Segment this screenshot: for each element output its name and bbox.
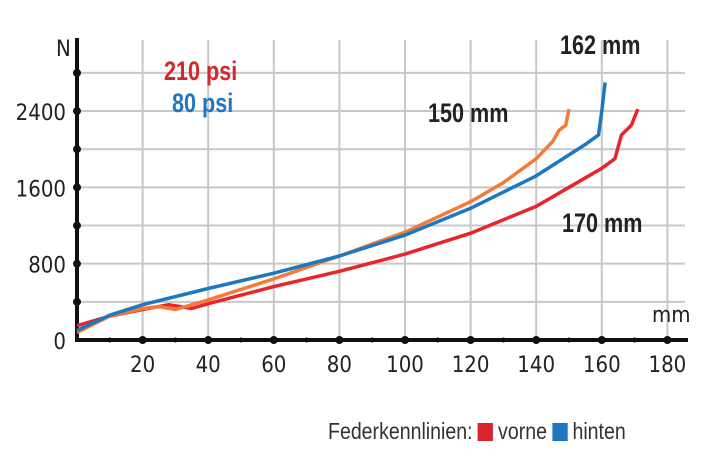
annotation-150mm: 150 mm xyxy=(428,98,509,128)
legend-swatch-hinten xyxy=(552,422,568,441)
legend-label-vorne: vorne xyxy=(498,418,547,444)
annotation-80psi: 80 psi xyxy=(172,88,234,118)
y-axis-label: N xyxy=(56,37,71,62)
x-tick-mark xyxy=(597,336,606,344)
x-tick-mark xyxy=(632,337,638,343)
y-tick-mark xyxy=(73,68,81,77)
x-tick-mark xyxy=(204,336,213,344)
x-tick-mark xyxy=(435,337,441,343)
legend-label-hinten: hinten xyxy=(572,418,626,444)
x-tick-label: 40 xyxy=(196,353,221,378)
x-tick-label: 120 xyxy=(452,353,490,378)
y-tick-mark xyxy=(73,145,81,154)
x-tick-label: 60 xyxy=(261,353,286,378)
x-tick-mark xyxy=(401,336,409,344)
x-tick-label: 140 xyxy=(517,353,555,378)
x-tick-mark xyxy=(532,336,541,344)
legend: Federkennlinien: vorne hinten xyxy=(328,418,626,445)
annotation-170mm: 170 mm xyxy=(562,208,643,238)
y-tick-mark xyxy=(73,183,81,192)
y-tick-mark xyxy=(73,297,81,306)
y-tick-label: 800 xyxy=(28,254,66,279)
x-tick-mark xyxy=(500,337,506,343)
legend-swatch-vorne xyxy=(477,422,493,441)
x-tick-label: 180 xyxy=(649,353,687,378)
x-tick-label: 100 xyxy=(386,353,424,378)
x-tick-mark xyxy=(369,337,375,343)
y-tick-mark xyxy=(73,259,81,268)
x-tick-mark xyxy=(566,337,572,343)
x-tick-label: 80 xyxy=(327,353,352,378)
x-tick-mark xyxy=(335,336,344,344)
x-tick-mark xyxy=(663,336,672,344)
x-tick-mark xyxy=(269,336,278,344)
series-line-2 xyxy=(76,82,607,333)
x-tick-mark xyxy=(304,337,310,343)
x-tick-mark xyxy=(466,336,475,344)
annotation-210psi: 210 psi xyxy=(164,56,238,86)
y-tick-label: 1600 xyxy=(16,177,66,202)
x-tick-label: 160 xyxy=(583,353,621,378)
x-tick-mark xyxy=(138,336,147,344)
x-tick-mark xyxy=(107,337,113,343)
y-tick-mark xyxy=(73,107,81,116)
y-tick-mark xyxy=(73,221,81,230)
annotation-162mm: 162 mm xyxy=(560,30,641,60)
legend-title: Federkennlinien: xyxy=(328,418,473,444)
x-tick-mark xyxy=(238,337,244,343)
series-line-1 xyxy=(76,108,571,334)
y-tick-label: 0 xyxy=(53,330,66,355)
x-axis-label: mm xyxy=(652,303,691,328)
x-tick-label: 20 xyxy=(130,353,155,378)
y-tick-label: 2400 xyxy=(16,101,66,126)
x-tick-mark xyxy=(172,337,178,343)
